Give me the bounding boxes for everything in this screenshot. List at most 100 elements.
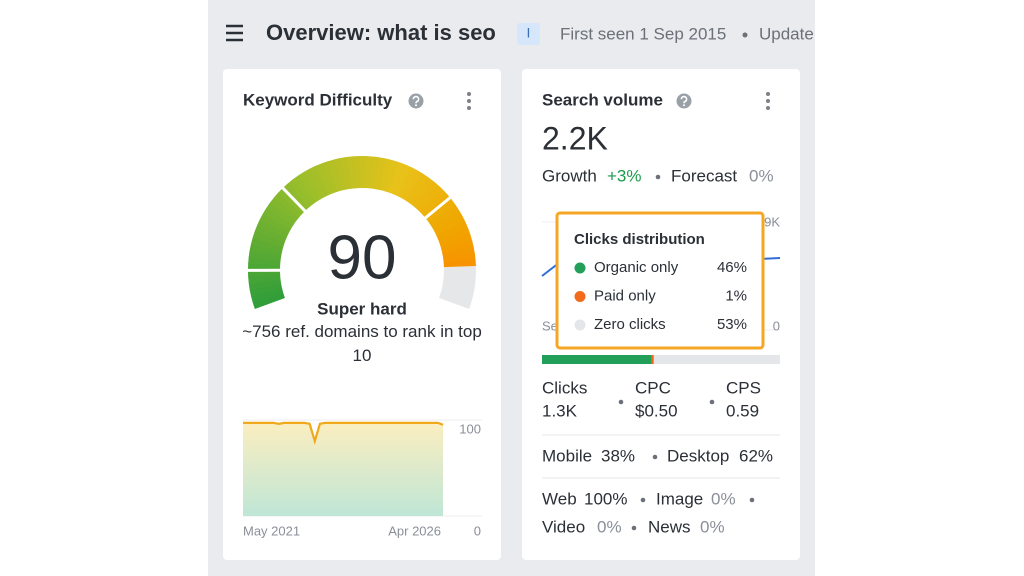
stat-value: 1.3K [542, 401, 578, 420]
legend-label: Paid only [594, 287, 656, 304]
card-title: Search volume [542, 90, 663, 109]
gauge-segment [388, 162, 406, 195]
card-title: Keyword Difficulty [243, 90, 393, 109]
forecast-label: Forecast [671, 166, 737, 185]
separator-dot [631, 525, 637, 531]
bar-segment [542, 355, 652, 364]
gauge-segment [321, 161, 338, 194]
gauge-segment [252, 292, 285, 309]
main: Overview: what is seo I First seen 1 Sep… [208, 0, 815, 576]
kd-history: 0 100 May 2021 Apr 2026 [243, 419, 482, 538]
separator-dot [709, 399, 715, 405]
gauge-segment [250, 237, 284, 252]
device-share: 62% [739, 446, 773, 465]
gauge-segment [374, 157, 387, 190]
gauge-segment [443, 259, 476, 268]
help-icon[interactable] [408, 93, 424, 109]
kd-label: Super hard [317, 299, 407, 318]
gauge [245, 156, 476, 309]
serp-name: Web [542, 489, 577, 508]
gauge-segment [262, 207, 294, 230]
gauge-segment [438, 227, 471, 245]
growth-value: +3% [607, 166, 642, 185]
tooltip-box [555, 211, 765, 350]
area [243, 422, 443, 516]
legend-dot [574, 319, 586, 331]
gauge-segment [369, 156, 381, 190]
serp-name: Video [542, 517, 585, 536]
serp-share: 0% [700, 517, 725, 536]
kd-description: ~756 ref. domains to rank in top 10 [242, 322, 482, 365]
tooltip-title: Clicks distribution [574, 231, 705, 248]
y-tick-label: 100 [459, 421, 481, 436]
gauge-segment [426, 199, 456, 224]
gauge-segment [340, 156, 352, 190]
volume-value: 2.2K [542, 120, 608, 156]
gauge-segment [401, 169, 423, 201]
page-title: Overview: what is seo [266, 20, 496, 45]
legend-value: 1% [725, 287, 747, 304]
device-name: Mobile [542, 446, 592, 465]
tooltip: Clicks distribution Organic only 46% Paid … [555, 211, 765, 350]
legend-dot [574, 291, 586, 302]
gauge-segment [413, 180, 439, 210]
intent-badge [517, 23, 540, 45]
gauge-segment [405, 173, 429, 204]
gauge-segment [292, 175, 317, 205]
y-tick-label: 0 [773, 318, 780, 333]
separator-dot [749, 497, 755, 503]
separator-dot [618, 399, 624, 405]
gauge-segment [248, 274, 281, 284]
kebab-menu[interactable] [467, 92, 471, 110]
gauge-separator [280, 185, 308, 214]
x-tick-label: Apr 2026 [388, 523, 441, 538]
kd-score: 90 [328, 223, 397, 292]
gauge-segment [409, 176, 434, 207]
legend-label: Zero clicks [594, 316, 666, 333]
gauge-segment [359, 156, 368, 189]
stat-label: CPS [726, 378, 761, 397]
gauge-segment [353, 156, 362, 189]
gauge-segment [392, 164, 412, 197]
updated: Update [759, 24, 814, 43]
legend-dot [574, 262, 586, 274]
gauge-segment [248, 249, 282, 261]
gauge-segment [327, 159, 343, 192]
gauge-segment [256, 218, 289, 239]
stat-value: $0.50 [635, 401, 678, 420]
serp-share: 100% [584, 489, 627, 508]
gauge-track [439, 266, 476, 309]
serp-name: Image [656, 489, 703, 508]
intent-badge-label: I [527, 25, 531, 41]
gauge-segment [269, 196, 300, 222]
serp-share: 0% [711, 489, 736, 508]
gauge-segment [333, 157, 347, 191]
separator-dot [655, 174, 661, 180]
y-tick-label: 9K [764, 214, 780, 229]
menu-button[interactable] [226, 24, 243, 42]
gauge-segment [420, 189, 448, 217]
first-seen: First seen 1 Sep 2015 [560, 24, 726, 43]
gauge-segment [266, 202, 297, 226]
help-icon[interactable] [676, 93, 692, 109]
gauge-segment [441, 240, 474, 254]
gauge-segment [309, 165, 329, 198]
kebab-menu[interactable] [766, 92, 770, 110]
legend-value: 53% [717, 316, 747, 333]
separator-dot [742, 32, 748, 38]
growth-label: Growth [542, 166, 597, 185]
gauge-value [248, 156, 476, 309]
gauge-segment [436, 221, 469, 241]
gauge-segment [298, 171, 321, 203]
gauge-segment [434, 215, 466, 236]
gauge-segment [416, 185, 444, 213]
gauge-segment [397, 166, 418, 199]
clicks-bar [542, 355, 780, 364]
gauge-segment [315, 163, 334, 196]
legend-value: 46% [717, 259, 747, 276]
gauge-segment [250, 288, 284, 303]
line [243, 421, 444, 445]
stat-label: CPC [635, 378, 671, 397]
